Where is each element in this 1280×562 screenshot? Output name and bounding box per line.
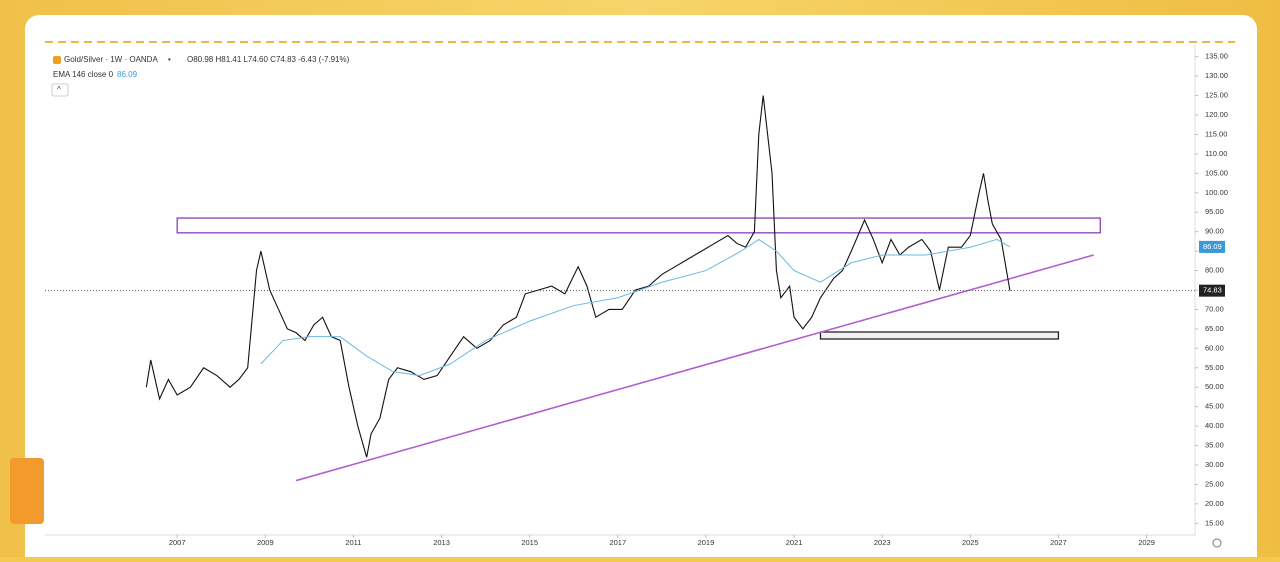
- y-tick-label: 60.00: [1205, 343, 1224, 352]
- price-line: [145, 95, 1011, 458]
- indicator-value: 86.09: [117, 70, 138, 79]
- dot: •: [168, 55, 171, 64]
- y-tick-label: 120.00: [1205, 110, 1228, 119]
- x-tick-label: 2009: [257, 538, 274, 547]
- y-tick-label: 95.00: [1205, 207, 1224, 216]
- settings-icon[interactable]: [1212, 538, 1222, 548]
- x-tick-label: 2025: [962, 538, 979, 547]
- y-tick-label: 15.00: [1205, 518, 1224, 527]
- ema-box: [1199, 240, 1225, 253]
- y-tick-label: 80.00: [1205, 266, 1224, 275]
- symbol-icon: [53, 56, 61, 64]
- x-tick-label: 2027: [1050, 538, 1067, 547]
- y-tick-label: 105.00: [1205, 168, 1228, 177]
- y-tick-label: 70.00: [1205, 304, 1224, 313]
- y-tick-label: 90.00: [1205, 227, 1224, 236]
- y-tick-label: 125.00: [1205, 91, 1228, 100]
- x-tick-label: 2019: [698, 538, 715, 547]
- ema-label: 86.09: [1203, 242, 1222, 251]
- x-tick-label: 2017: [609, 538, 626, 547]
- y-tick-label: 50.00: [1205, 382, 1224, 391]
- x-tick-label: 2023: [874, 538, 891, 547]
- collapse-icon: ^: [57, 85, 61, 94]
- symbol: Gold/Silver · 1W · OANDA: [64, 55, 158, 64]
- y-tick-label: 20.00: [1205, 499, 1224, 508]
- y-tick-label: 135.00: [1205, 52, 1228, 61]
- y-tick-label: 110.00: [1205, 149, 1227, 158]
- y-tick-label: 100.00: [1205, 188, 1228, 197]
- y-tick-label: 30.00: [1205, 460, 1224, 469]
- y-tick-label: 40.00: [1205, 421, 1224, 430]
- collapse-button[interactable]: [51, 83, 69, 97]
- trendline: [295, 254, 1094, 482]
- y-tick-label: 65.00: [1205, 324, 1224, 333]
- x-tick-label: 2015: [521, 538, 538, 547]
- y-tick-label: 115.00: [1205, 129, 1227, 138]
- x-tick-label: 2007: [169, 538, 186, 547]
- y-tick-label: 35.00: [1205, 441, 1224, 450]
- x-tick-label: 2021: [786, 538, 803, 547]
- card: [25, 15, 1257, 562]
- last-price-label: 74.83: [1203, 286, 1222, 295]
- x-tick-label: 2029: [1138, 538, 1155, 547]
- indicator: EMA 146 close 0: [53, 70, 114, 79]
- ema-line: [260, 238, 1011, 377]
- x-tick-label: 2013: [433, 538, 450, 547]
- side-tab: [10, 458, 44, 524]
- y-tick-label: 130.00: [1205, 71, 1228, 80]
- ohlc: O80.98 H81.41 L74.60 C74.83 -6.43 (-7.91…: [187, 55, 350, 64]
- y-tick-label: 55.00: [1205, 363, 1224, 372]
- y-tick-label: 45.00: [1205, 402, 1224, 411]
- support-zone: [819, 331, 1060, 340]
- x-tick-label: 2011: [345, 538, 361, 547]
- last-price-box: [1199, 284, 1225, 297]
- y-tick-label: 25.00: [1205, 479, 1224, 488]
- resistance-zone: [176, 217, 1101, 234]
